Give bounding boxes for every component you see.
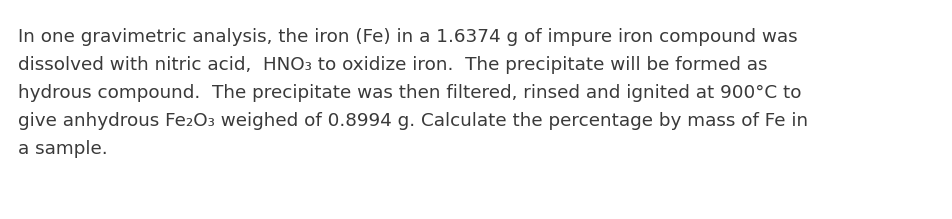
Text: hydrous compound.  The precipitate was then filtered, rinsed and ignited at 900°: hydrous compound. The precipitate was th… bbox=[18, 84, 801, 102]
Text: dissolved with nitric acid,  HNO₃ to oxidize iron.  The precipitate will be form: dissolved with nitric acid, HNO₃ to oxid… bbox=[18, 56, 766, 74]
Text: In one gravimetric analysis, the iron (Fe) in a 1.6374 g of impure iron compound: In one gravimetric analysis, the iron (F… bbox=[18, 28, 797, 46]
Text: a sample.: a sample. bbox=[18, 140, 108, 158]
Text: give anhydrous Fe₂O₃ weighed of 0.8994 g. Calculate the percentage by mass of Fe: give anhydrous Fe₂O₃ weighed of 0.8994 g… bbox=[18, 112, 807, 130]
